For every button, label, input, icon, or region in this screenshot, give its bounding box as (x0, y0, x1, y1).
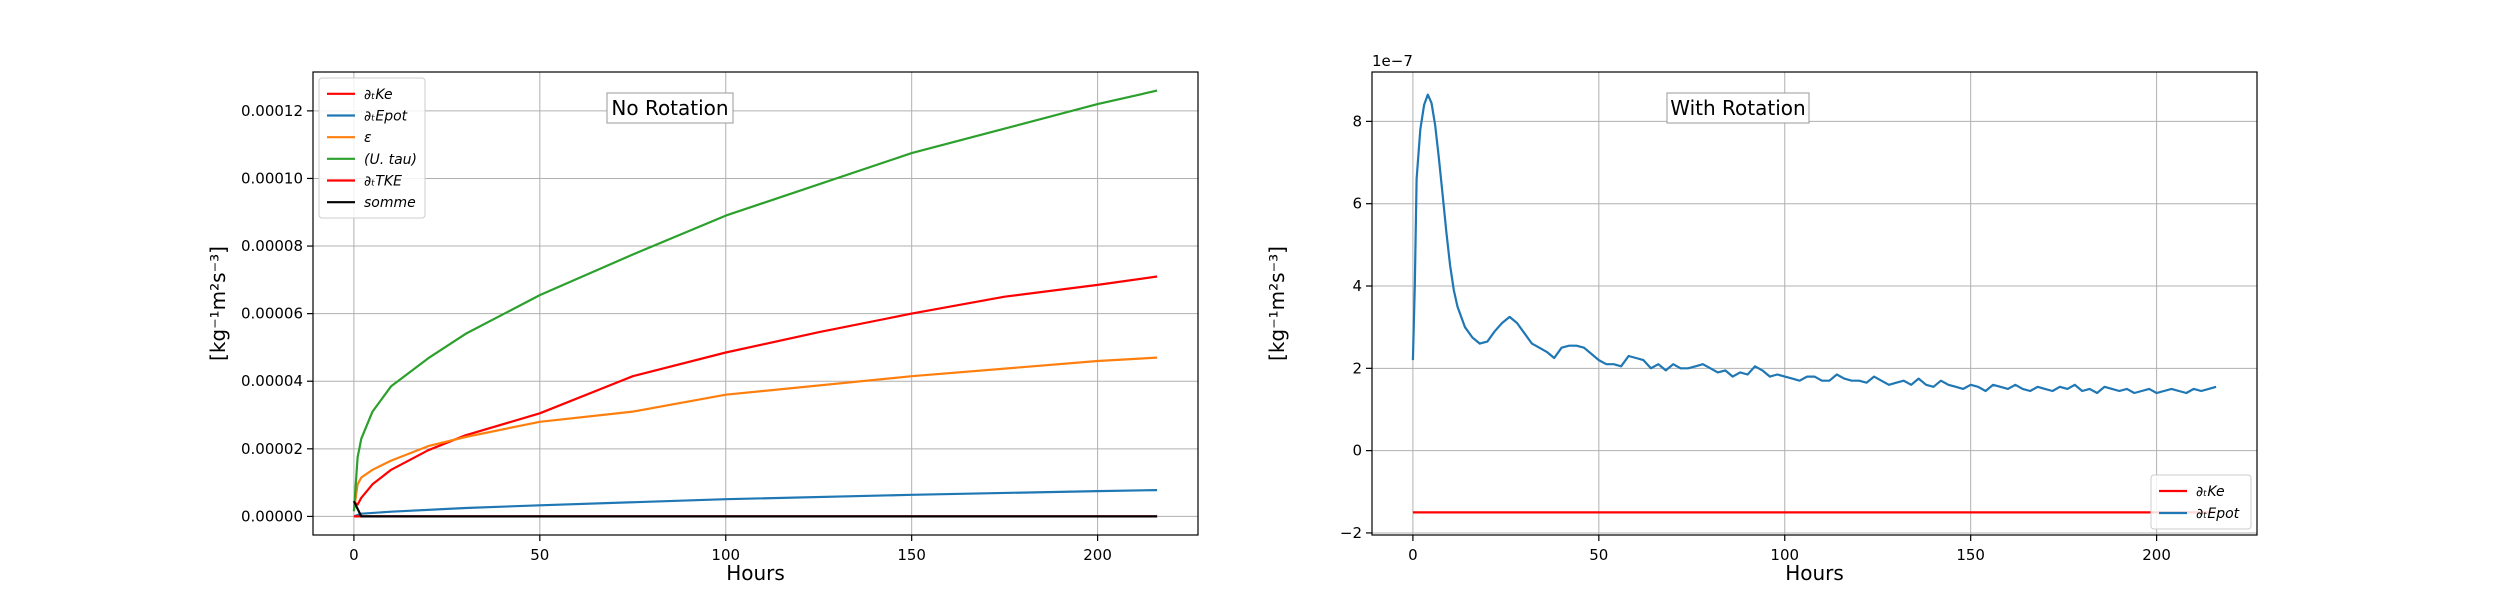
y-tick-label: 0.00012 (241, 102, 303, 120)
series-line-1 (353, 489, 1158, 518)
x-axis-label: Hours (1785, 561, 1844, 585)
legend-label-0: ∂ₜKe (2196, 484, 2225, 500)
legend-label-0: ∂ₜKe (364, 87, 393, 103)
grid-lines (313, 72, 1198, 535)
y-tick-label: 6 (1352, 195, 1362, 213)
series-line-3 (352, 89, 1158, 512)
y-tick-label: 0.00000 (241, 507, 303, 525)
y-tick-label: 2 (1352, 359, 1362, 377)
x-tick-label: 0 (1408, 546, 1418, 564)
title-box (606, 92, 734, 124)
x-tick-label: 50 (530, 546, 549, 564)
x-tick-label: 200 (1083, 546, 1112, 564)
y-tick-label: 8 (1352, 112, 1362, 130)
y-axis: 0.00000 0.00002 0.00004 0.00006 0.00008 0.000… (241, 102, 313, 525)
series-line-0 (353, 275, 1158, 506)
axes-frame (1371, 71, 2258, 536)
y-axis-label: [kg⁻¹m²s⁻³] (1265, 246, 1289, 361)
y-tick-label: 0.00004 (241, 372, 303, 390)
series-group (352, 89, 1158, 518)
chart-title: No Rotation (611, 96, 728, 120)
legend-label-4: ∂ₜTKE (364, 174, 402, 190)
chart-no-rotation: 0 50 100 150 200 0.00000 0.00002 0.00004 0.00006… (206, 71, 1199, 585)
legend: ∂ₜKe ∂ₜEpot ε (U. tau) ∂ₜTKE somme (318, 77, 426, 219)
series-line-2 (352, 356, 1158, 511)
x-tick-label: 150 (897, 546, 926, 564)
legend: ∂ₜKe ∂ₜEpot (2150, 474, 2252, 530)
x-axis-label: Hours (726, 561, 785, 585)
chart-with-rotation: 0 50 100 150 200 −2 0 2 4 6 8 Hours [kg⁻¹m²s⁻³] 1e−7 W… (1265, 52, 2258, 585)
y-axis: −2 0 2 4 6 8 (1340, 112, 1372, 542)
y-tick-label: 0 (1352, 442, 1362, 460)
axes-frame (312, 71, 1199, 536)
legend-box (2150, 474, 2252, 530)
y-tick-label: −2 (1340, 524, 1362, 542)
series-group (1411, 93, 2217, 514)
y-tick-label: 0.00006 (241, 305, 303, 323)
y-tick-label: 0.00008 (241, 237, 303, 255)
legend-label-3: (U. tau) (364, 152, 417, 168)
y-offset-label: 1e−7 (1372, 52, 1413, 70)
chart-title: With Rotation (1670, 96, 1805, 120)
y-tick-label: 4 (1352, 277, 1362, 295)
y-tick-label: 0.00002 (241, 440, 303, 458)
y-axis-label: [kg⁻¹m²s⁻³] (206, 246, 230, 361)
x-tick-label: 50 (1589, 546, 1608, 564)
x-tick-label: 200 (2142, 546, 2171, 564)
x-axis: 0 50 100 150 200 (1408, 535, 2171, 564)
legend-label-1: ∂ₜEpot (364, 109, 408, 125)
legend-label-2: ε (364, 130, 372, 146)
y-tick-label: 0.00010 (241, 169, 303, 187)
legend-label-5: somme (364, 195, 416, 211)
legend-label-1: ∂ₜEpot (2196, 506, 2240, 522)
x-tick-label: 100 (1770, 546, 1799, 564)
x-tick-label: 0 (349, 546, 359, 564)
series-line-5 (352, 500, 1158, 518)
x-axis: 0 50 100 150 200 (349, 535, 1112, 564)
x-tick-label: 100 (711, 546, 740, 564)
title-box (1666, 92, 1810, 124)
legend-box (318, 77, 426, 219)
grid-lines (1372, 72, 2257, 535)
series-line-1 (1411, 93, 2217, 395)
x-tick-label: 150 (1956, 546, 1985, 564)
